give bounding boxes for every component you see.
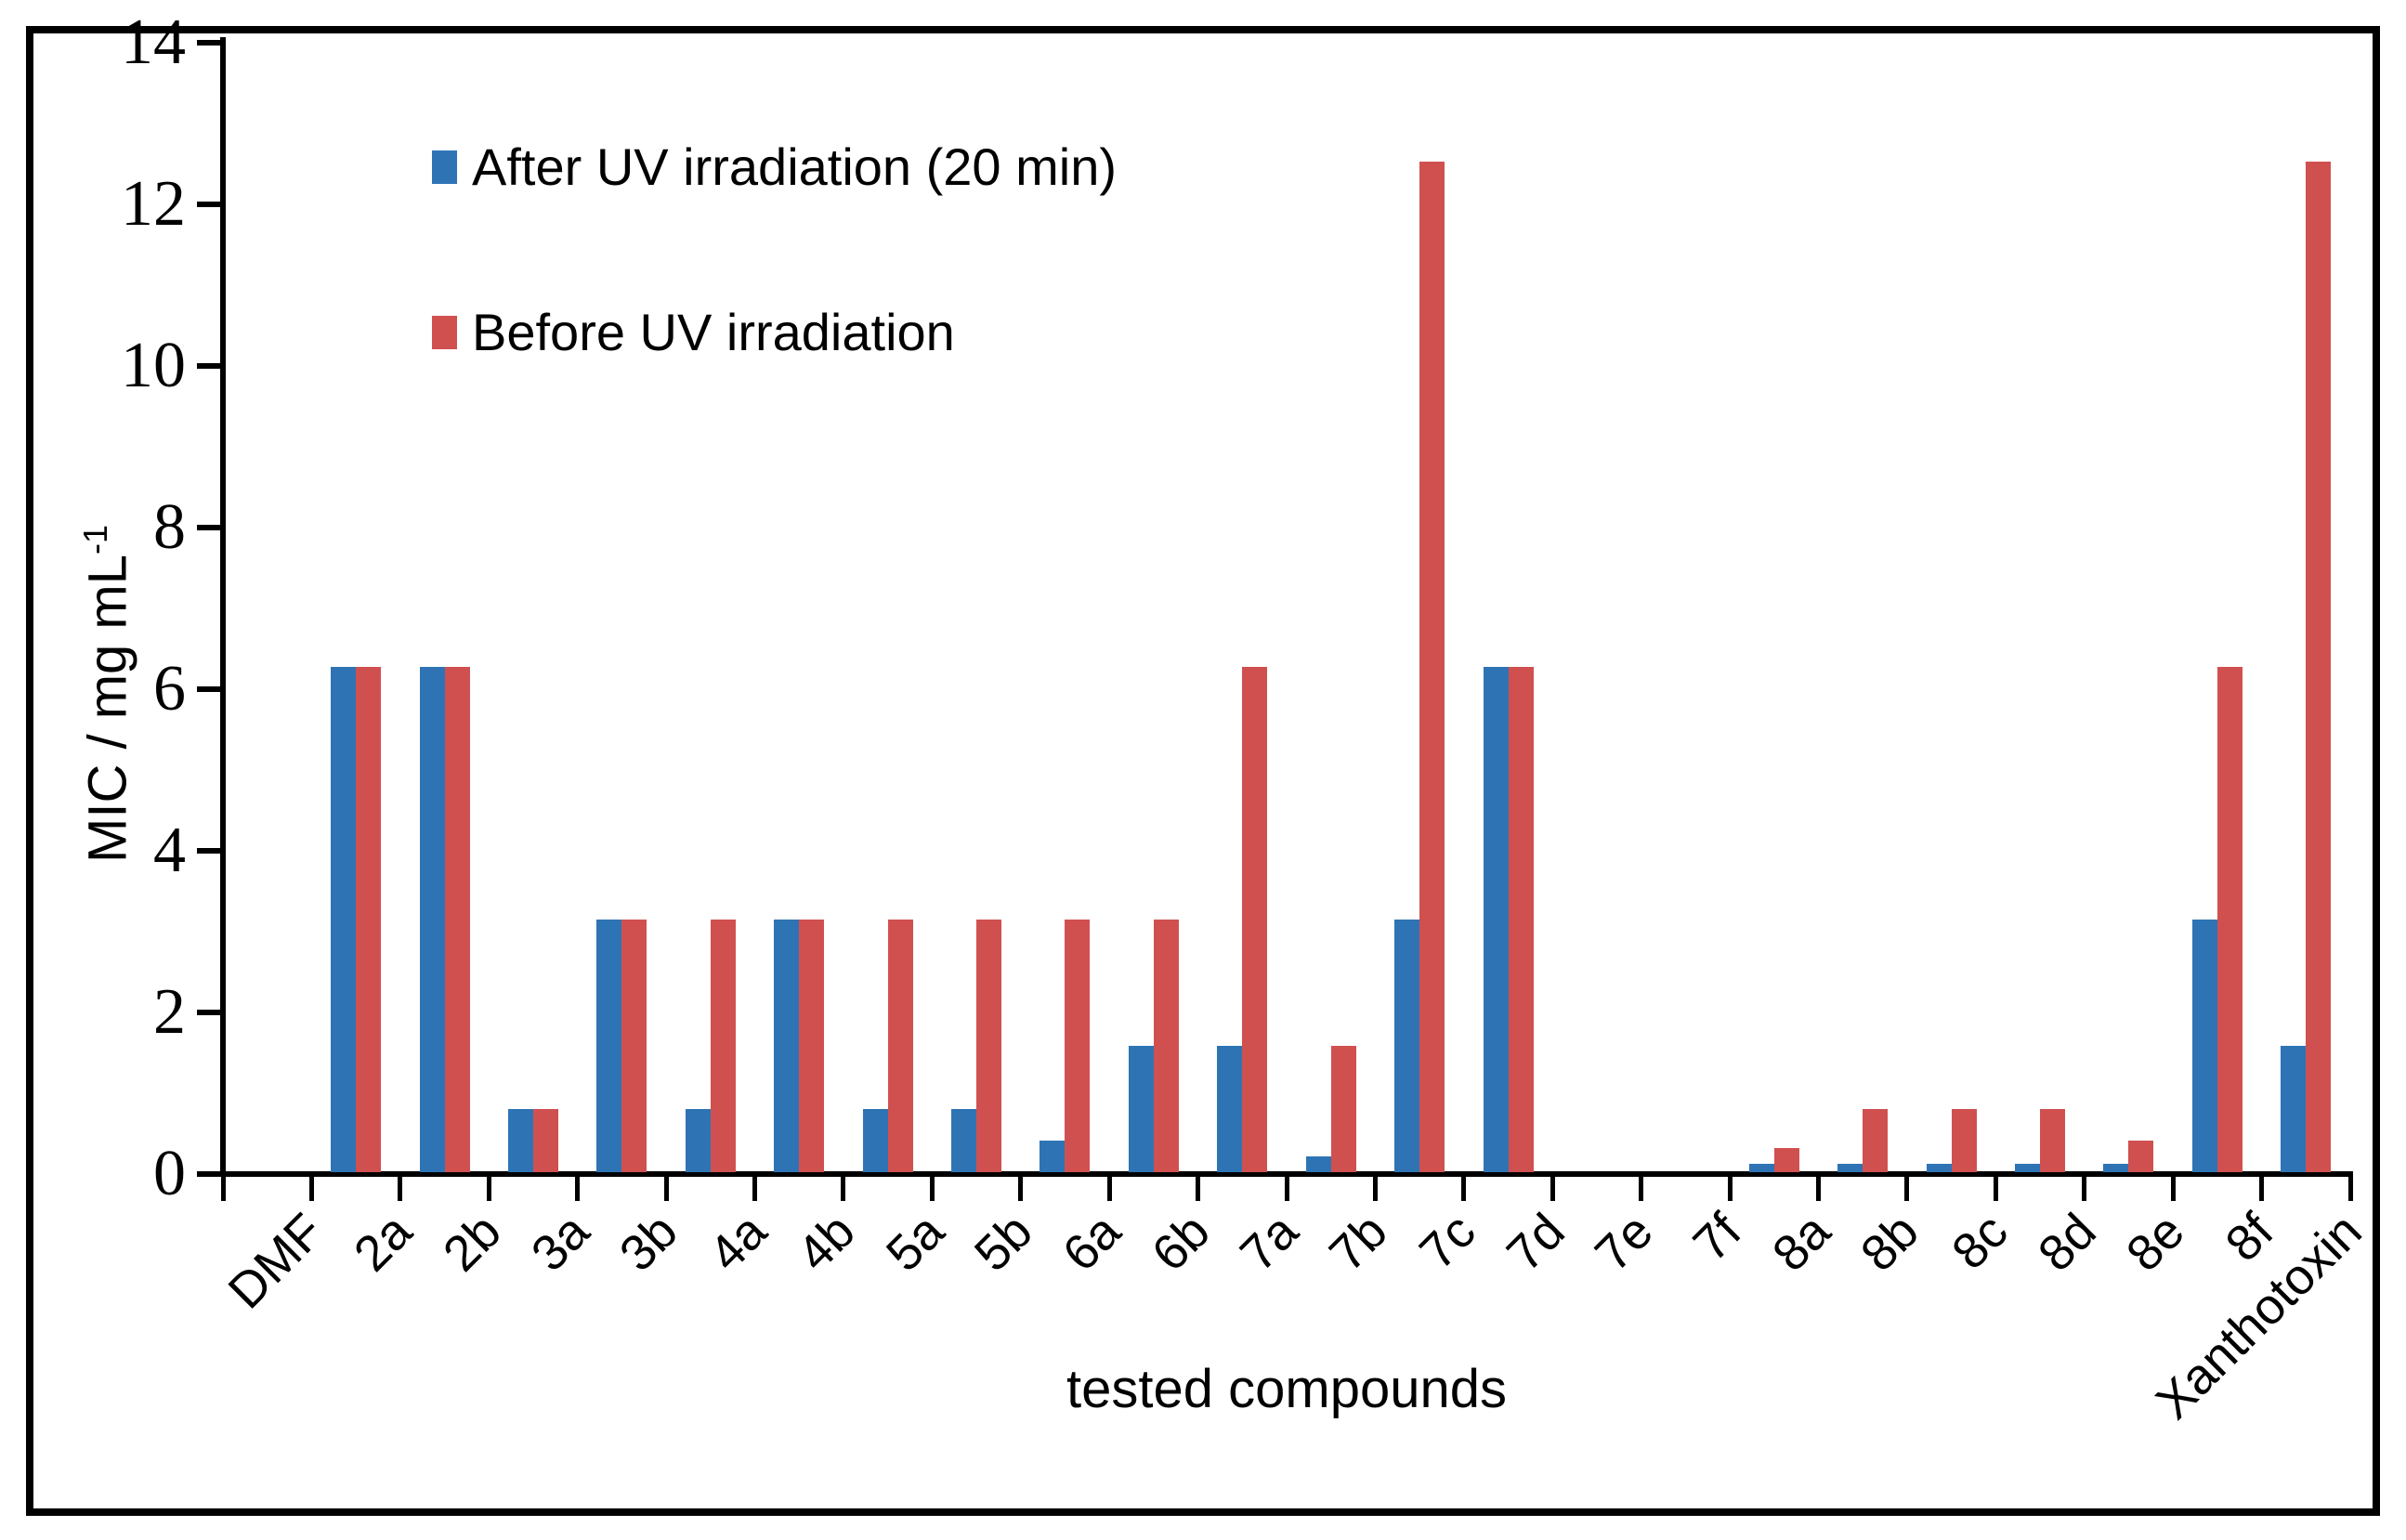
bar-6b-after: [1128, 1046, 1154, 1172]
legend-label-after: After UV irradiation (20 min): [472, 137, 1118, 196]
bar-7d-before: [1508, 667, 1534, 1172]
bar-Xanthotoxin-after: [2281, 1046, 2307, 1172]
bar-7b-after: [1305, 1156, 1331, 1172]
x-tick: [2082, 1177, 2087, 1201]
bar-8d-after: [2015, 1164, 2041, 1172]
x-tick: [752, 1177, 757, 1201]
y-axis-title: MIC / mg mL-1: [61, 392, 137, 996]
y-tick-label: 10: [121, 330, 186, 401]
x-tick: [2347, 1177, 2353, 1201]
bar-2b-after: [419, 667, 445, 1172]
x-tick: [1816, 1177, 1821, 1201]
x-tick: [1106, 1177, 1112, 1201]
x-tick: [1904, 1177, 1910, 1201]
bar-Xanthotoxin-before: [2306, 162, 2332, 1172]
x-tick: [2259, 1177, 2265, 1201]
x-axis-line: [220, 1171, 2353, 1177]
x-tick: [1461, 1177, 1467, 1201]
y-tick-label: 0: [153, 1138, 186, 1209]
bar-7c-before: [1419, 162, 1445, 1172]
bar-7d-after: [1483, 667, 1509, 1172]
figure-frame: [26, 26, 2380, 1516]
y-tick-label: 2: [153, 976, 186, 1048]
legend-item-after: After UV irradiation (20 min): [432, 137, 1117, 197]
bar-8e-before: [2128, 1141, 2154, 1172]
y-tick: [197, 525, 223, 530]
bar-8a-after: [1748, 1164, 1774, 1172]
bar-2a-before: [356, 667, 382, 1172]
bar-4b-before: [799, 920, 825, 1172]
bar-6b-before: [1153, 920, 1179, 1172]
x-tick: [2170, 1177, 2176, 1201]
y-axis-line: [220, 37, 226, 1177]
x-tick: [1372, 1177, 1378, 1201]
x-tick: [1196, 1177, 1201, 1201]
y-tick-label: 12: [121, 168, 186, 240]
bar-8f-before: [2216, 667, 2243, 1172]
x-tick: [1550, 1177, 1555, 1201]
y-tick: [197, 848, 223, 854]
y-tick-label: 6: [153, 653, 186, 724]
y-axis-title-text: MIC / mg mL: [77, 555, 138, 863]
x-tick: [398, 1177, 403, 1201]
bar-5a-after: [862, 1109, 888, 1172]
bar-8e-after: [2103, 1164, 2129, 1172]
x-tick: [841, 1177, 846, 1201]
x-tick: [663, 1177, 669, 1201]
bar-3a-after: [507, 1109, 533, 1172]
bar-6a-before: [1065, 920, 1091, 1172]
y-tick: [197, 1171, 223, 1177]
x-tick: [308, 1177, 314, 1201]
bar-4a-before: [710, 920, 736, 1172]
x-tick: [486, 1177, 491, 1201]
x-tick: [929, 1177, 935, 1201]
x-tick: [1018, 1177, 1024, 1201]
legend-item-before: Before UV irradiation: [432, 303, 955, 362]
y-tick: [197, 202, 223, 207]
y-tick-label: 8: [153, 491, 186, 563]
legend-swatch-after: [432, 150, 457, 184]
bar-8b-before: [1863, 1109, 1889, 1172]
bar-3b-before: [621, 920, 647, 1172]
x-tick: [1993, 1177, 1998, 1201]
y-tick: [197, 1010, 223, 1015]
bar-8b-after: [1837, 1164, 1863, 1172]
bar-5a-before: [887, 920, 913, 1172]
x-tick: [220, 1177, 226, 1201]
y-tick-label: 4: [153, 815, 186, 886]
bar-8f-after: [2191, 920, 2217, 1172]
y-tick-label: 14: [121, 7, 186, 78]
legend-swatch-before: [432, 316, 457, 349]
bar-3a-before: [532, 1109, 558, 1172]
legend-label-before: Before UV irradiation: [472, 303, 955, 361]
x-tick: [1727, 1177, 1733, 1201]
y-tick: [197, 686, 223, 692]
x-tick: [1639, 1177, 1644, 1201]
x-axis-title: tested compounds: [1066, 1359, 1507, 1419]
x-tick: [575, 1177, 581, 1201]
bar-7a-before: [1242, 667, 1268, 1172]
bar-3b-after: [596, 920, 622, 1172]
bar-7a-after: [1217, 1046, 1243, 1172]
bar-4a-after: [685, 1109, 711, 1172]
bar-7c-after: [1394, 920, 1420, 1172]
bar-8d-before: [2040, 1109, 2066, 1172]
bar-2b-before: [444, 667, 470, 1172]
bar-5b-before: [976, 920, 1002, 1172]
bar-8c-before: [1951, 1109, 1977, 1172]
bar-5b-after: [951, 1109, 977, 1172]
bar-8a-before: [1773, 1148, 1799, 1172]
bar-2a-after: [331, 667, 357, 1172]
bar-7b-before: [1330, 1046, 1356, 1172]
bar-8c-after: [1926, 1164, 1952, 1172]
y-tick: [197, 40, 223, 46]
bar-4b-after: [774, 920, 800, 1172]
x-tick: [1284, 1177, 1289, 1201]
y-tick: [197, 363, 223, 369]
y-axis-title-superscript: -1: [76, 525, 114, 555]
bar-6a-after: [1040, 1141, 1066, 1172]
